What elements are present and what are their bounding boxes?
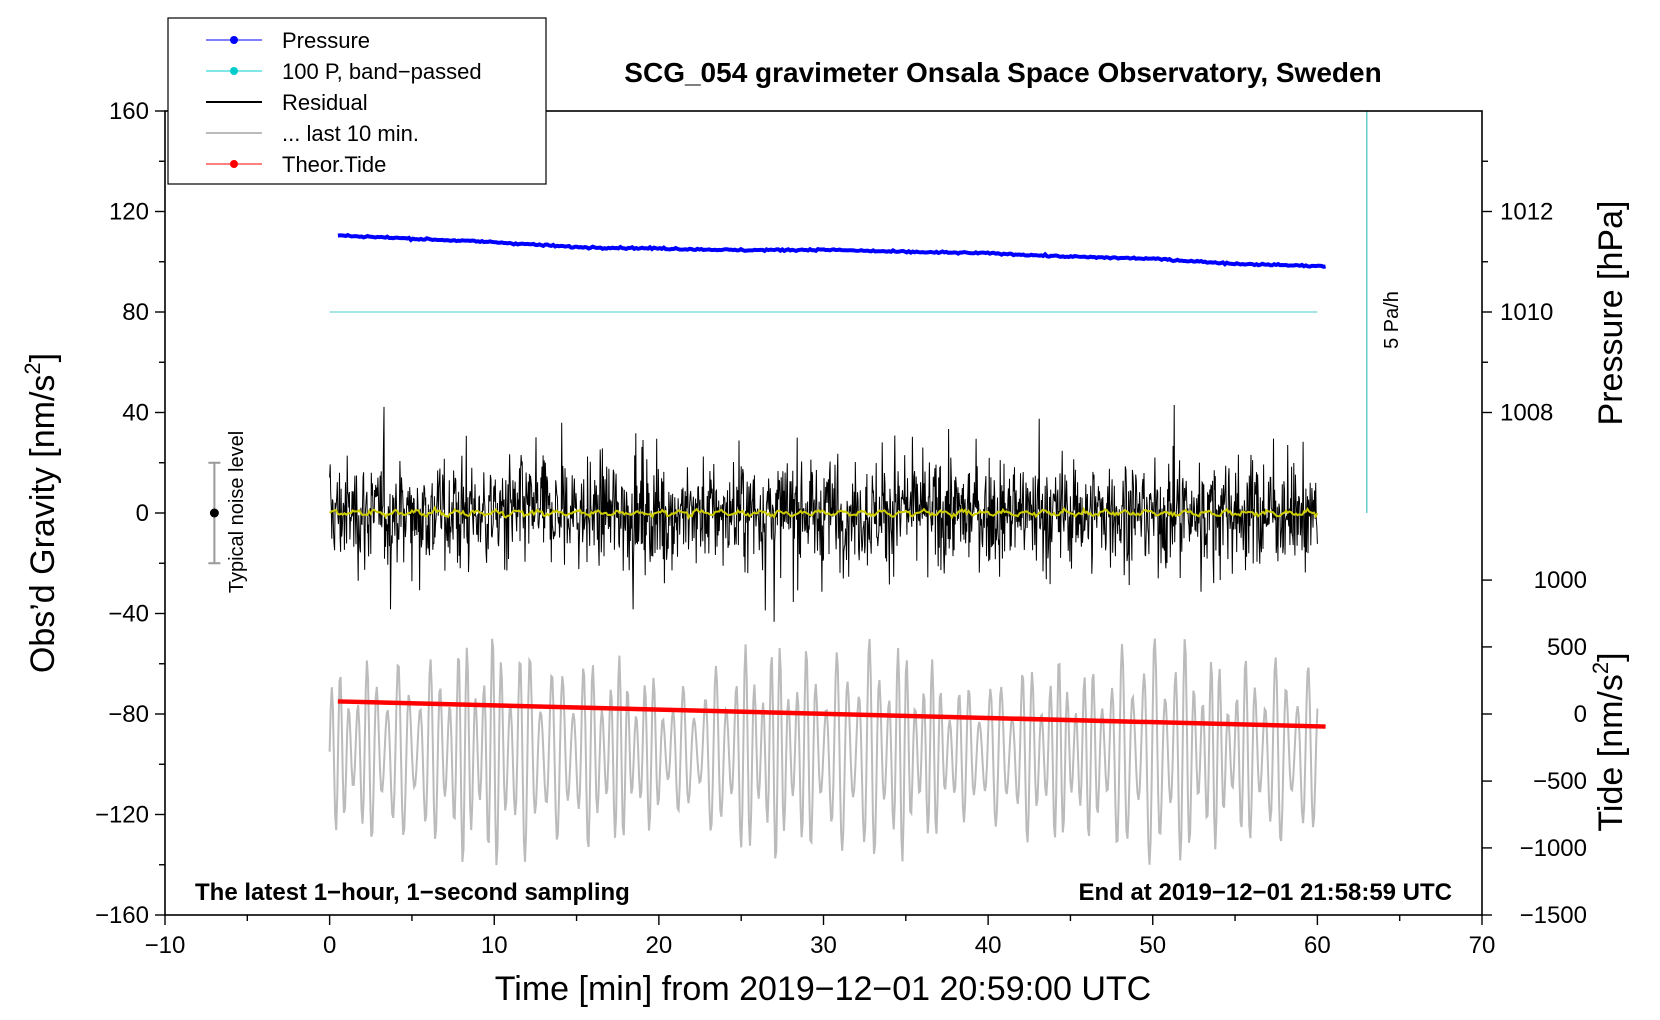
- pressure-tick-label: 1012: [1500, 199, 1553, 226]
- pressure-line: [337, 232, 1326, 269]
- tide-line: [337, 699, 1326, 729]
- x-axis-label: Time [min] from 2019−12−01 20:59:00 UTC: [495, 970, 1151, 1008]
- tide-tick-label: −1000: [1520, 835, 1587, 862]
- x-tick-label: 20: [646, 932, 673, 959]
- axis-ticks: [155, 110, 1492, 925]
- y-tick-label: 120: [109, 199, 149, 226]
- y-tick-label: −120: [95, 802, 149, 829]
- tide-tick-label: −500: [1533, 768, 1587, 795]
- y-tick-label: −80: [108, 701, 149, 728]
- tide-tick-label: 1000: [1534, 567, 1587, 594]
- x-tick-label: 40: [975, 932, 1002, 959]
- legend-marker: [230, 67, 238, 75]
- legend-label: ... last 10 min.: [282, 121, 419, 146]
- legend-label: 100 P, band−passed: [282, 59, 482, 84]
- pressure-tick-label: 1008: [1500, 400, 1553, 427]
- pressure-tick-label: 1010: [1500, 299, 1553, 326]
- noise-bar-dot: [209, 508, 219, 518]
- tide-tick-label: 0: [1574, 701, 1587, 728]
- legend-label: Pressure: [282, 28, 370, 53]
- x-tick-label: 60: [1304, 932, 1331, 959]
- x-tick-label: 50: [1139, 932, 1166, 959]
- legend-marker: [230, 36, 238, 44]
- residual-smoothed-series: [328, 505, 1319, 520]
- y-tick-label: −160: [95, 902, 149, 929]
- end-time-note: End at 2019−12−01 21:58:59 UTC: [1078, 879, 1452, 906]
- tide-tick-label: −1500: [1520, 902, 1587, 929]
- x-tick-label: 30: [810, 932, 837, 959]
- y-tick-label: 40: [122, 400, 149, 427]
- y-tick-label: 80: [122, 299, 149, 326]
- legend-marker: [230, 160, 238, 168]
- residual-series: [329, 404, 1318, 622]
- typical-noise-label: Typical noise level: [226, 431, 248, 593]
- x-tick-label: 70: [1469, 932, 1496, 959]
- chart-title: SCG_054 gravimeter Onsala Space Observat…: [624, 57, 1381, 88]
- last-10-min-series: [328, 638, 1319, 866]
- y-tick-label: 160: [109, 98, 149, 125]
- legend: Pressure 100 P, band−passed Residual ... la…: [167, 17, 547, 185]
- theoretical-tide-series: [337, 699, 1326, 729]
- pressure-rate-scale-label: 5 Pa/h: [1381, 291, 1403, 349]
- x-tick-label: −10: [145, 932, 186, 959]
- typical-noise-bar: [208, 461, 221, 565]
- x-tick-label: 0: [323, 932, 336, 959]
- residual-smoothed-line: [328, 505, 1319, 520]
- sampling-note: The latest 1−hour, 1−second sampling: [195, 879, 630, 906]
- axis-tick-labels: −10 0 10 20 30 40 50 60 70 160 120 80 40 0 −40 −80 −120 −…: [95, 98, 1587, 959]
- tide-tick-label: 500: [1547, 634, 1587, 661]
- last-10-min-line: [328, 638, 1319, 866]
- y-axis-label: Obs’d Gravity [nm/s2]: [20, 353, 62, 673]
- legend-label: Theor.Tide: [282, 152, 386, 177]
- y-tick-label: 0: [136, 500, 149, 527]
- residual-line: [329, 404, 1318, 622]
- tide-axis-label: Tide [nm/s2]: [1588, 652, 1630, 831]
- legend-label: Residual: [282, 90, 368, 115]
- pressure-series: [337, 232, 1326, 269]
- x-tick-label: 10: [481, 932, 508, 959]
- y-tick-label: −40: [108, 601, 149, 628]
- pressure-axis-label: Pressure [hPa]: [1592, 201, 1630, 426]
